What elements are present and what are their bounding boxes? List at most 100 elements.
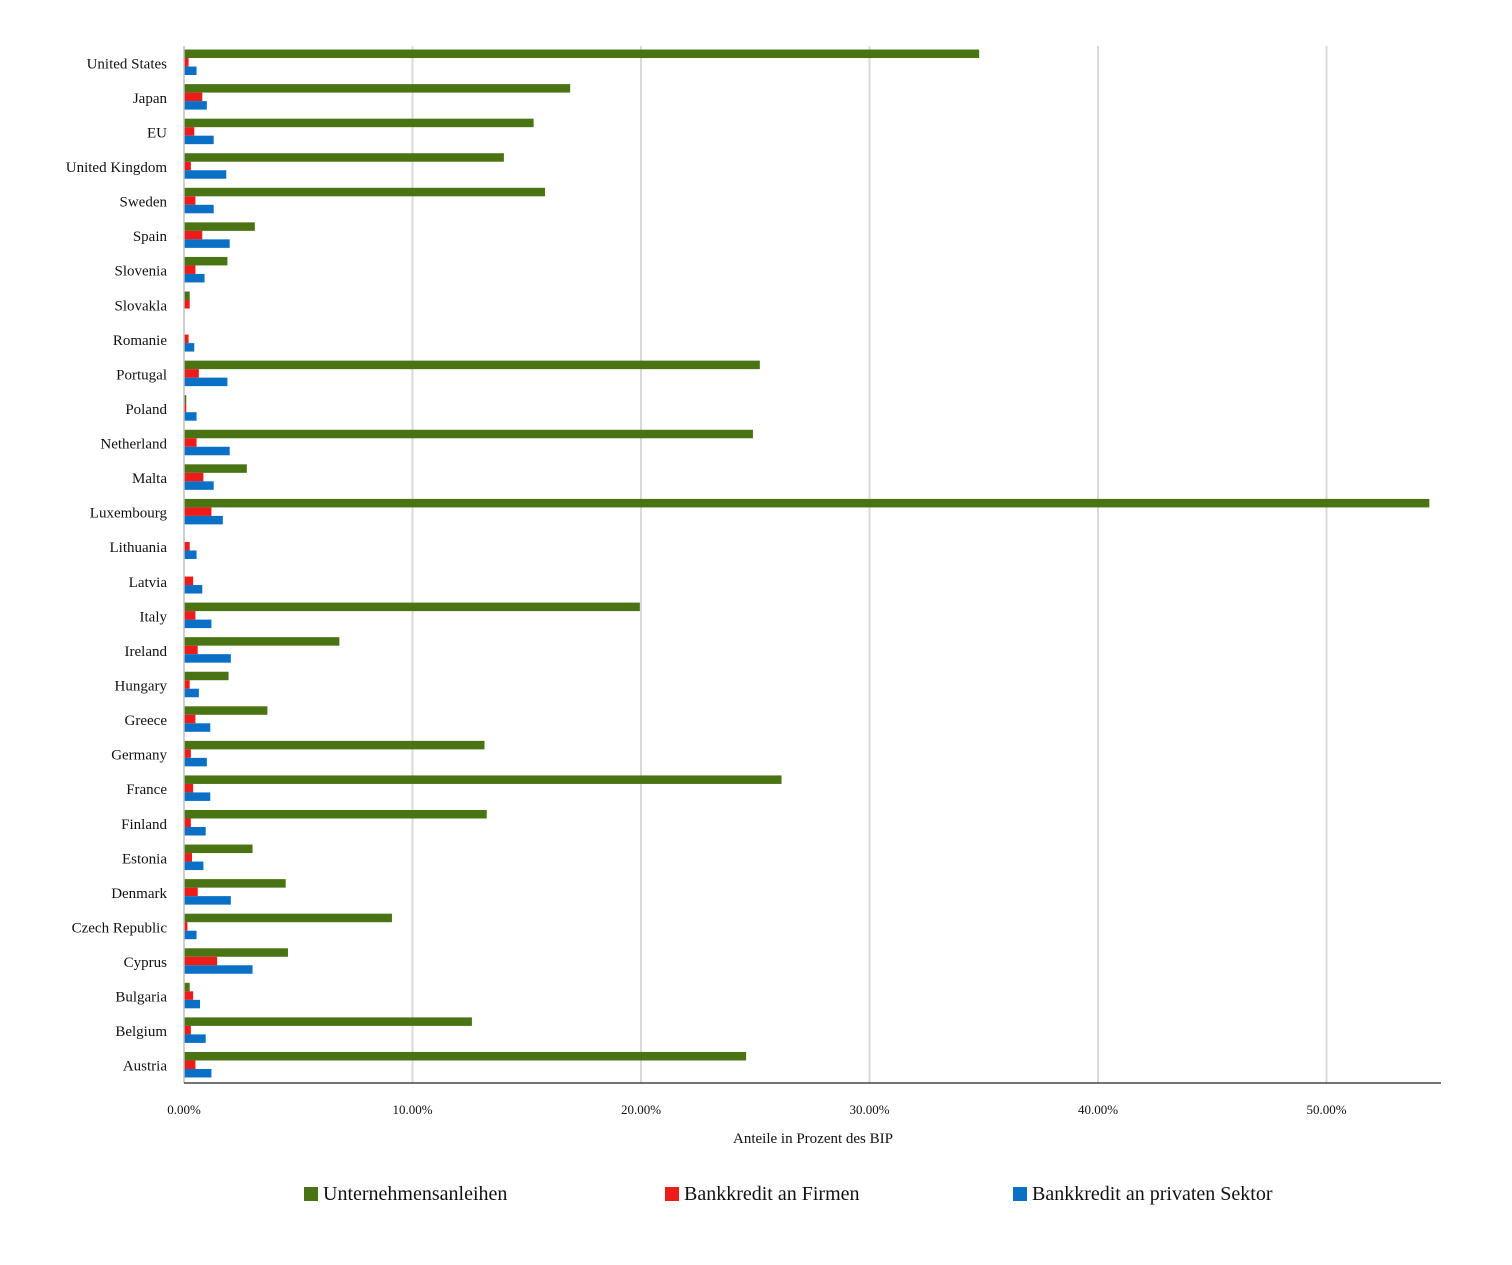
bar-unternehmensanleihen (184, 913, 392, 923)
bar-bankkredit-an-firmen (184, 92, 203, 102)
bar-bankkredit-an-firmen (184, 230, 203, 240)
x-tick-label: 30.00% (849, 1102, 889, 1117)
bar-bankkredit-an-firmen (184, 714, 196, 724)
bar-bankkredit-an-privaten-sektor (184, 550, 197, 559)
bar-unternehmensanleihen (184, 360, 760, 370)
bar-bankkredit-an-firmen (184, 403, 187, 413)
bar-bankkredit-an-firmen (184, 369, 199, 378)
bar-unternehmensanleihen (184, 49, 980, 59)
bar-bankkredit-an-privaten-sektor (184, 861, 204, 871)
bar-unternehmensanleihen (184, 84, 571, 93)
bar-bankkredit-an-firmen (184, 680, 190, 689)
category-label: Malta (132, 471, 167, 487)
bars (184, 49, 1430, 1078)
bar-unternehmensanleihen (184, 706, 268, 715)
bar-bankkredit-an-privaten-sektor (184, 654, 231, 663)
category-label: Austria (123, 1059, 168, 1075)
bar-unternehmensanleihen (184, 1051, 747, 1061)
bar-bankkredit-an-firmen (184, 472, 204, 482)
bar-unternehmensanleihen (184, 153, 504, 162)
bar-unternehmensanleihen (184, 602, 640, 612)
category-label: Portugal (116, 367, 167, 383)
x-tick-label: 40.00% (1078, 1102, 1118, 1117)
bar-bankkredit-an-privaten-sektor (184, 1068, 212, 1078)
category-label: Poland (125, 402, 167, 418)
bar-bankkredit-an-privaten-sektor (184, 827, 206, 836)
legend-label: Bankkredit an Firmen (684, 1183, 860, 1205)
bar-unternehmensanleihen (184, 982, 190, 992)
category-label: Finland (121, 817, 167, 833)
bar-bankkredit-an-firmen (184, 576, 194, 586)
bar-bankkredit-an-firmen (184, 507, 212, 516)
category-label: Ireland (125, 644, 168, 660)
category-label: Italy (140, 609, 168, 625)
bar-unternehmensanleihen (184, 740, 485, 750)
bar-bankkredit-an-privaten-sektor (184, 930, 197, 940)
category-label: Cyprus (124, 955, 168, 971)
grid-lines (411, 46, 1328, 1083)
category-label: Spain (133, 229, 168, 245)
bar-bankkredit-an-privaten-sektor (184, 619, 212, 629)
bar-unternehmensanleihen (184, 429, 753, 439)
category-label: Hungary (115, 678, 168, 694)
bar-bankkredit-an-privaten-sektor (184, 515, 223, 525)
legend-swatch (1013, 1187, 1027, 1201)
bar-bankkredit-an-firmen (184, 853, 192, 862)
bar-bankkredit-an-privaten-sektor (184, 412, 197, 421)
legend-swatch (665, 1187, 679, 1201)
bar-unternehmensanleihen (184, 948, 288, 957)
bar-bankkredit-an-firmen (184, 887, 198, 897)
bar-unternehmensanleihen (184, 844, 253, 854)
bar-bankkredit-an-firmen (184, 645, 198, 655)
bar-unternehmensanleihen (184, 498, 1430, 508)
legend: Unternehmensanleihen Bankkredit an Firmen… (304, 1183, 1273, 1205)
bar-bankkredit-an-firmen (184, 922, 188, 931)
bar-bankkredit-an-privaten-sektor (184, 66, 197, 76)
x-tick-label: 10.00% (392, 1102, 432, 1117)
bar-bankkredit-an-privaten-sektor (184, 585, 203, 594)
bar-bankkredit-an-firmen (184, 783, 194, 793)
bar-unternehmensanleihen (184, 775, 782, 784)
x-axis-title: Anteile in Prozent des BIP (733, 1131, 893, 1147)
category-label: France (126, 782, 167, 798)
x-tick-label: 50.00% (1306, 1102, 1346, 1117)
category-label: EU (147, 125, 167, 141)
bar-bankkredit-an-privaten-sektor (184, 757, 207, 767)
bar-bankkredit-an-firmen (184, 127, 195, 136)
bar-bankkredit-an-privaten-sektor (184, 204, 214, 214)
category-label: Romanie (113, 333, 167, 349)
bar-bankkredit-an-privaten-sektor (184, 343, 195, 352)
category-label: Denmark (111, 886, 167, 902)
bar-bankkredit-an-privaten-sektor (184, 170, 227, 179)
category-label: Netherland (100, 437, 167, 453)
category-label: United Kingdom (66, 160, 168, 176)
bar-unternehmensanleihen (184, 118, 534, 128)
bar-bankkredit-an-firmen (184, 611, 196, 620)
legend-swatch (304, 1187, 318, 1201)
category-label: Slovenia (115, 264, 168, 280)
bar-bankkredit-an-privaten-sektor (184, 723, 211, 732)
x-tick-label: 20.00% (621, 1102, 661, 1117)
bar-bankkredit-an-firmen (184, 991, 194, 1000)
bar-bankkredit-an-privaten-sektor (184, 965, 253, 974)
bar-bankkredit-an-firmen (184, 438, 197, 447)
bar-unternehmensanleihen (184, 1017, 472, 1026)
bar-bankkredit-an-firmen (184, 749, 191, 758)
bar-bankkredit-an-privaten-sektor (184, 896, 231, 905)
bar-bankkredit-an-privaten-sektor (184, 688, 199, 698)
bar-unternehmensanleihen (184, 464, 247, 473)
category-label: Germany (111, 748, 167, 764)
bar-bankkredit-an-privaten-sektor (184, 792, 211, 801)
bar-bankkredit-an-privaten-sektor (184, 1034, 206, 1043)
bar-bankkredit-an-privaten-sektor (184, 239, 230, 248)
bar-bankkredit-an-firmen (184, 1025, 191, 1035)
bar-bankkredit-an-firmen (184, 1060, 196, 1069)
bar-bankkredit-an-privaten-sektor (184, 135, 214, 145)
legend-label: Bankkredit an privaten Sektor (1032, 1183, 1273, 1205)
bar-bankkredit-an-privaten-sektor (184, 446, 230, 456)
bar-bankkredit-an-privaten-sektor (184, 999, 200, 1009)
category-label: Latvia (129, 575, 168, 591)
bar-unternehmensanleihen (184, 256, 228, 266)
